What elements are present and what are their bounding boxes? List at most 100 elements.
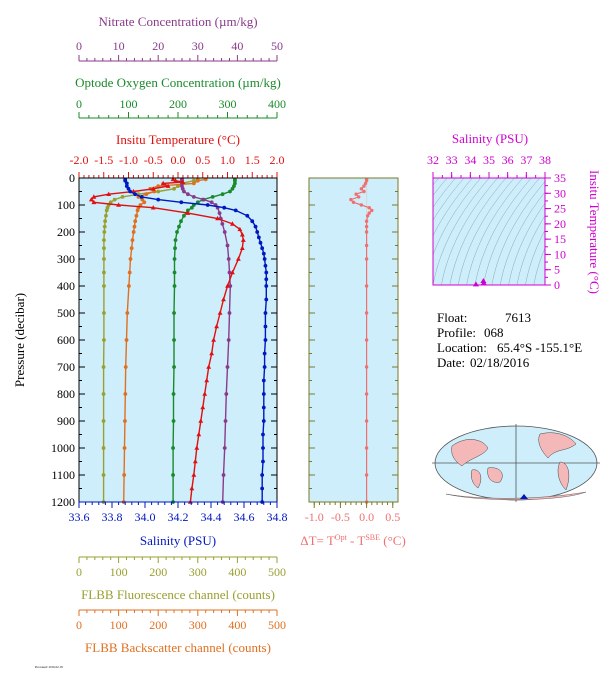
backscatter-point [144, 192, 149, 197]
salinity-point [128, 189, 133, 194]
salinity-point [205, 203, 210, 207]
nitrate-point [226, 257, 231, 261]
backscatter-point [129, 246, 134, 251]
ts-point [480, 280, 487, 286]
footer-text: Processed: 2016-02-18 [35, 665, 63, 669]
temperature-point [200, 404, 206, 410]
temperature-point [88, 197, 94, 202]
ts-density-contours [433, 178, 545, 285]
ts-y-tick-label: 10 [554, 247, 566, 261]
temperature-point [215, 215, 220, 221]
nitrate-axis-tick-label: 20 [152, 39, 164, 53]
nitrate-axis-title: Nitrate Concentration (µm/kg) [98, 14, 257, 29]
salinity-point [139, 195, 144, 199]
salinity-point [260, 486, 265, 491]
salinity-point [261, 405, 266, 410]
backscatter-point [134, 213, 139, 218]
temperature-point [206, 364, 212, 369]
pressure-tick-label: 100 [57, 198, 75, 212]
delta-t-tick-label: 0.5 [385, 510, 400, 524]
salinity-point [263, 311, 268, 315]
oxygen-point [186, 208, 190, 213]
delta-t-axis-title: ΔT= TOpt - TSBE (°C) [300, 533, 406, 548]
salinity-point [261, 459, 265, 464]
oxygen-point [172, 257, 177, 261]
nitrate-axis: 0 10 20 30 40 50 [76, 39, 283, 62]
delta-t-point [349, 197, 353, 202]
ts-density-contour [474, 178, 532, 285]
fluorescence-point [102, 257, 106, 261]
salinity-axis-tick-label: 33.8 [102, 510, 123, 524]
ts-temperature-axis-title: Insitu Temperature (°C) [587, 170, 602, 294]
ts-density-contour [483, 178, 540, 285]
fluorescence-axis-tick-label: 100 [110, 565, 128, 579]
salinity-axis: 33.6 33.8 34.0 34.2 34.4 34.6 34.8 [69, 501, 288, 524]
pressure-tick-label: 0 [69, 171, 75, 185]
fluorescence-axis-tick-label: 0 [76, 565, 82, 579]
svg-text:Location:65.4°S -155.1°E: Location: 65.4°S -155.1°E [437, 340, 582, 355]
oxygen-point [179, 219, 183, 224]
temperature-point [160, 180, 166, 186]
delta-t-point [367, 211, 371, 215]
nitrate-point [182, 189, 186, 194]
temperature-axis-tick-label: 0.0 [171, 153, 186, 167]
oxygen-point [220, 192, 225, 197]
oxygen-point [230, 186, 235, 191]
salinity-axis-tick-label: 34.0 [135, 510, 156, 524]
nitrate-point [221, 473, 226, 477]
fluorescence-point [104, 208, 109, 213]
salinity-point [264, 297, 269, 302]
temperature-point [185, 210, 191, 215]
fluorescence-axis-tick-label: 300 [189, 565, 207, 579]
ts-x-tick-label: 37 [520, 153, 532, 167]
temperature-point [165, 183, 171, 188]
fluorescence-point [103, 219, 108, 224]
nitrate-point [222, 446, 227, 450]
fluorescence-point [104, 213, 108, 218]
fluorescence-point [108, 200, 113, 205]
backscatter-axis-tick-label: 500 [268, 618, 286, 632]
nitrate-point [225, 243, 230, 248]
delta-t-point [364, 224, 369, 229]
fluorescence-point [102, 311, 106, 315]
temperature-point [202, 391, 208, 396]
fluorescence-point [156, 189, 161, 194]
fluorescence-point [120, 195, 125, 199]
nitrate-axis-tick-label: 10 [113, 39, 125, 53]
pressure-axis: 0 100 200 300 400 500 600 700 800 900 1000 1100 1200 [51, 171, 277, 509]
nitrate-point [224, 392, 229, 396]
temperature-point [214, 323, 220, 329]
salinity-point [262, 351, 267, 356]
svg-text:Float:7613: Float: 7613 [437, 310, 531, 325]
temperature-point [91, 194, 97, 199]
svg-text:Profile:068: Profile: 068 [437, 325, 504, 340]
temperature-axis-title: Insitu Temperature (°C) [116, 132, 240, 147]
backscatter-point [123, 365, 128, 369]
date-label: Date: [437, 355, 465, 370]
salinity-axis-title: Salinity (PSU) [140, 533, 216, 548]
ts-y-tick-label: 35 [554, 171, 566, 185]
delta-t-axis: -1.0 -0.5 0.0 0.5 [305, 177, 400, 524]
temperature-point [180, 179, 186, 184]
pressure-tick-label: 800 [57, 387, 75, 401]
oxygen-point [171, 473, 175, 477]
fluorescence-point [102, 270, 106, 275]
nitrate-axis-tick-label: 30 [192, 39, 204, 53]
backscatter-point [126, 284, 131, 288]
delta-t-point [364, 446, 369, 450]
oxygen-point [182, 213, 186, 218]
oxygen-point [173, 246, 177, 251]
salinity-axis-tick-label: 33.6 [69, 510, 90, 524]
salinity-point [261, 392, 266, 396]
delta-t-series [349, 177, 374, 504]
salinity-point [263, 338, 268, 342]
fluorescence-point [112, 197, 117, 202]
backscatter-point [128, 257, 133, 261]
nitrate-point [220, 222, 225, 226]
ts-density-contour [525, 229, 545, 285]
backscatter-point [195, 178, 200, 183]
salinity-point [261, 446, 265, 450]
delta-t-point [359, 187, 364, 191]
temperature-axis-tick-label: 0.5 [195, 153, 210, 167]
ts-density-contour [433, 178, 481, 256]
